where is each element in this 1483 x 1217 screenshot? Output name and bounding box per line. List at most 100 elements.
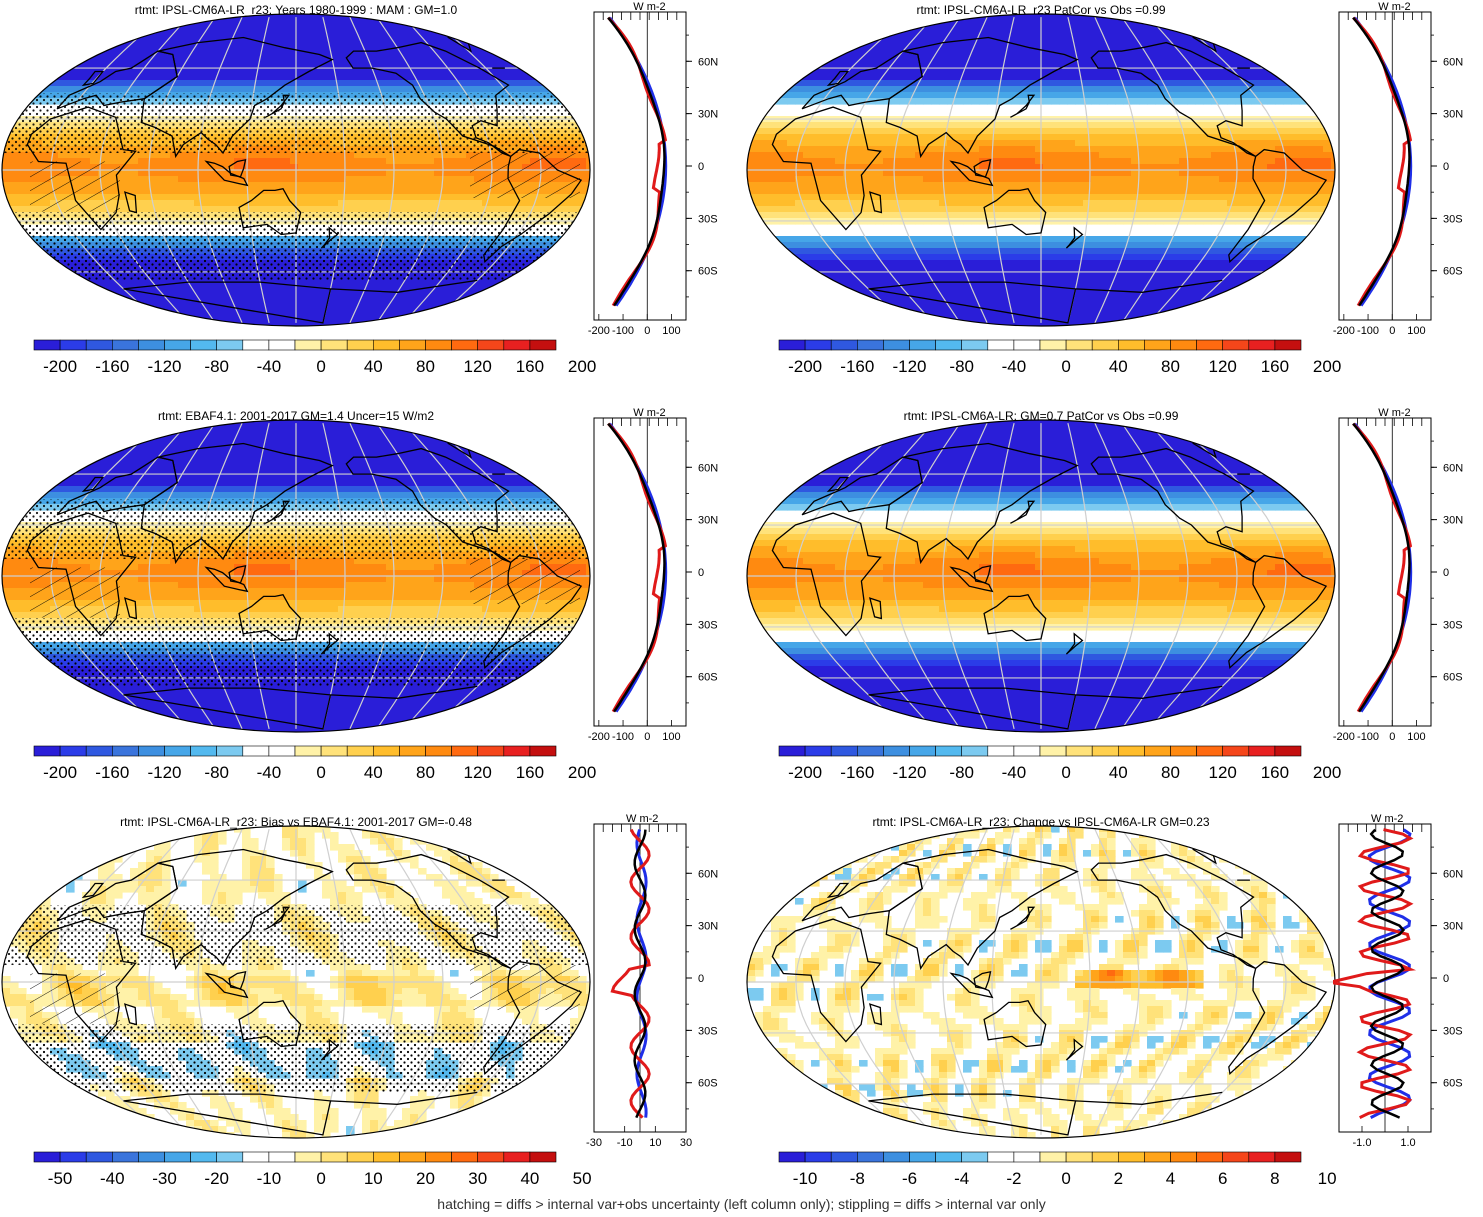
colorbar-swatch — [34, 1152, 60, 1162]
colorbar-swatch — [1275, 746, 1301, 756]
colorbar-swatch — [883, 1152, 909, 1162]
zonal-units: W m-2 — [1378, 407, 1410, 419]
zonal-lat-label: 0 — [698, 567, 704, 579]
colorbar-tick-label: -200 — [788, 357, 822, 376]
colorbar-tick-label: 20 — [416, 1169, 435, 1188]
colorbar-tick-label: -160 — [95, 357, 129, 376]
colorbar-swatch — [112, 340, 138, 350]
zonal-lat-label: 60S — [698, 672, 718, 684]
colorbar-swatch — [857, 340, 883, 350]
zonal-x-tick-label: 0 — [644, 325, 650, 337]
colorbar-swatch — [962, 746, 988, 756]
colorbar-tick-label: -120 — [892, 357, 926, 376]
colorbar-tick-label: -10 — [257, 1169, 282, 1188]
colorbar-swatch — [1171, 746, 1197, 756]
map-field — [745, 406, 1345, 746]
colorbar-swatch — [191, 340, 217, 350]
zonal-x-tick-label: -200 — [1333, 325, 1355, 337]
colorbar-swatch — [1118, 340, 1144, 350]
zonal-x-tick-label: 100 — [662, 731, 680, 743]
colorbar — [779, 1152, 1301, 1162]
colorbar-tick-label: 40 — [1109, 357, 1128, 376]
colorbar-tick-label: -40 — [257, 763, 282, 782]
colorbar-swatch — [373, 1152, 399, 1162]
colorbar-tick-label: 2 — [1114, 1169, 1123, 1188]
colorbar-swatch — [1275, 340, 1301, 350]
zonal-units: W m-2 — [633, 407, 665, 419]
colorbar-tick-label: -40 — [100, 1169, 125, 1188]
colorbar-swatch — [191, 746, 217, 756]
colorbar-swatch — [165, 1152, 191, 1162]
colorbar-swatch — [1014, 1152, 1040, 1162]
colorbar-swatch — [138, 1152, 164, 1162]
colorbar-tick-label: 0 — [316, 763, 325, 782]
colorbar-swatch — [399, 746, 425, 756]
figure-footnote: hatching = diffs > internal var+obs unce… — [0, 1196, 1483, 1212]
zonal-lat-label: 0 — [1443, 567, 1449, 579]
colorbar-swatch — [269, 1152, 295, 1162]
colorbar-swatch — [805, 1152, 831, 1162]
colorbar-swatch — [910, 1152, 936, 1162]
colorbar-swatch — [112, 746, 138, 756]
colorbar-swatch — [426, 746, 452, 756]
colorbar-swatch — [831, 746, 857, 756]
colorbar-swatch — [112, 1152, 138, 1162]
colorbar-swatch — [504, 746, 530, 756]
colorbar-tick-label: 40 — [520, 1169, 539, 1188]
colorbar-tick-label: 120 — [464, 763, 492, 782]
colorbar-swatch — [1118, 1152, 1144, 1162]
colorbar-swatch — [165, 340, 191, 350]
colorbar-tick-label: 8 — [1270, 1169, 1279, 1188]
colorbar-swatch — [217, 340, 243, 350]
colorbar-swatch — [805, 746, 831, 756]
colorbar-swatch — [478, 340, 504, 350]
zonal-lat-label: 60S — [1443, 672, 1463, 684]
zonal-lat-label: 60N — [698, 868, 718, 880]
colorbar-swatch — [426, 340, 452, 350]
colorbar-tick-label: 40 — [364, 763, 383, 782]
colorbar-tick-label: 200 — [568, 357, 596, 376]
colorbar-swatch — [399, 1152, 425, 1162]
colorbar-tick-label: -160 — [840, 763, 874, 782]
colorbar-tick-label: -160 — [840, 357, 874, 376]
colorbar-swatch — [779, 746, 805, 756]
colorbar-tick-label: 120 — [1209, 357, 1237, 376]
colorbar-swatch — [504, 340, 530, 350]
zonal-x-tick-label: 0 — [1389, 731, 1395, 743]
colorbar-swatch — [295, 1152, 321, 1162]
colorbar-swatch — [347, 746, 373, 756]
colorbar-swatch — [269, 746, 295, 756]
colorbar-tick-label: -200 — [788, 763, 822, 782]
colorbar-tick-label: 200 — [1313, 357, 1341, 376]
colorbar-tick-label: 160 — [516, 357, 544, 376]
colorbar-tick-label: 120 — [1209, 763, 1237, 782]
colorbar-swatch — [34, 340, 60, 350]
zonal-lat-label: 30N — [698, 515, 718, 527]
colorbar-tick-label: -120 — [147, 763, 181, 782]
colorbar-swatch — [295, 340, 321, 350]
colorbar-swatch — [988, 340, 1014, 350]
colorbar-swatch — [1014, 340, 1040, 350]
map-field — [745, 812, 1345, 1152]
zonal-units: W m-2 — [1378, 1, 1410, 13]
colorbar-swatch — [1197, 340, 1223, 350]
colorbar-swatch — [452, 746, 478, 756]
colorbar-swatch — [347, 1152, 373, 1162]
colorbar-swatch — [191, 1152, 217, 1162]
colorbar-tick-label: -200 — [43, 763, 77, 782]
colorbar-tick-label: -40 — [1002, 357, 1027, 376]
zonal-x-tick-label: -200 — [588, 731, 610, 743]
colorbar-swatch — [910, 746, 936, 756]
colorbar-swatch — [1092, 746, 1118, 756]
colorbar-swatch — [530, 340, 556, 350]
colorbar-tick-label: 30 — [468, 1169, 487, 1188]
colorbar-swatch — [60, 1152, 86, 1162]
colorbar-swatch — [962, 1152, 988, 1162]
zonal-lat-label: 60S — [698, 266, 718, 278]
colorbar-swatch — [347, 340, 373, 350]
